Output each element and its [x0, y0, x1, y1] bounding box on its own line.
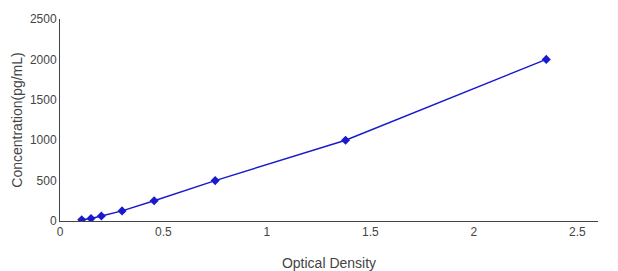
svg-text:1000: 1000	[30, 133, 57, 147]
svg-text:2.5: 2.5	[569, 225, 586, 239]
svg-text:2000: 2000	[30, 53, 57, 67]
svg-text:1500: 1500	[30, 93, 57, 107]
svg-text:1.5: 1.5	[362, 225, 379, 239]
svg-text:0.5: 0.5	[155, 225, 172, 239]
svg-text:2500: 2500	[30, 12, 57, 26]
svg-text:Concentration(pg/mL): Concentration(pg/mL)	[9, 52, 25, 187]
svg-text:0: 0	[50, 214, 57, 228]
svg-text:1: 1	[264, 225, 271, 239]
svg-text:Optical Density: Optical Density	[282, 255, 376, 271]
svg-text:500: 500	[37, 174, 57, 188]
svg-text:0: 0	[57, 225, 64, 239]
svg-text:2: 2	[471, 225, 478, 239]
